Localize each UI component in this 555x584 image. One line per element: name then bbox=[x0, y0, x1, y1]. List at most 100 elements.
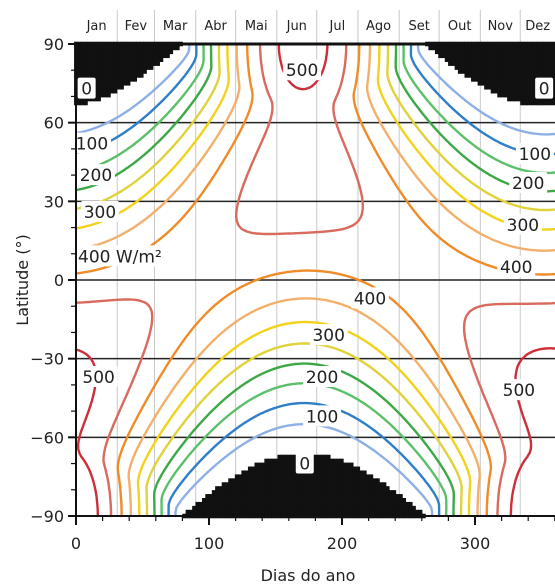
polar-night-cell bbox=[467, 73, 472, 78]
polar-night-cell bbox=[284, 458, 288, 464]
polar-night-cell bbox=[251, 470, 256, 475]
polar-night-cell bbox=[336, 501, 341, 507]
contour-label-bg bbox=[76, 164, 115, 186]
polar-night-cell bbox=[336, 509, 341, 515]
polar-night-cell bbox=[480, 45, 485, 51]
polar-night-cell bbox=[123, 69, 128, 74]
polar-night-cell bbox=[244, 501, 249, 507]
polar-night-cell bbox=[156, 57, 160, 62]
polar-night-cell bbox=[103, 45, 108, 51]
polar-night-cell bbox=[119, 49, 124, 55]
polar-night-cell bbox=[261, 474, 265, 479]
polar-night-cell bbox=[241, 486, 246, 491]
polar-night-cell bbox=[523, 96, 528, 102]
polar-night-cell bbox=[539, 73, 544, 78]
polar-night-cell bbox=[241, 501, 246, 507]
polar-night-cell bbox=[316, 458, 321, 464]
polar-night-cell bbox=[123, 45, 128, 51]
polar-night-cell bbox=[346, 482, 351, 487]
polar-night-cell bbox=[129, 53, 134, 59]
polar-night-cell bbox=[359, 486, 364, 491]
polar-night-cell bbox=[441, 45, 446, 51]
polar-night-cell bbox=[303, 498, 308, 503]
polar-night-cell bbox=[277, 509, 282, 515]
polar-night-cell bbox=[320, 474, 325, 479]
polar-night-cell bbox=[136, 65, 141, 70]
polar-night-cell bbox=[497, 49, 502, 55]
polar-night-cell bbox=[536, 65, 541, 70]
polar-night-cell bbox=[333, 505, 338, 511]
polar-night-cell bbox=[500, 92, 505, 98]
polar-night-cell bbox=[513, 85, 518, 90]
polar-night-cell bbox=[97, 77, 101, 82]
polar-night-cell bbox=[234, 498, 239, 503]
polar-night-cell bbox=[205, 498, 210, 503]
contour-400 bbox=[74, 42, 555, 518]
contour-label-bg bbox=[350, 287, 389, 309]
polar-night-cell bbox=[320, 490, 325, 495]
polar-night-cell bbox=[228, 498, 233, 503]
polar-night-cell bbox=[106, 45, 111, 51]
polar-night-cell bbox=[349, 490, 354, 495]
polar-night-cell bbox=[287, 454, 292, 460]
polar-night-cell bbox=[513, 49, 518, 55]
polar-night-cell bbox=[287, 470, 292, 475]
polar-night-cell bbox=[457, 69, 462, 74]
polar-night-cell bbox=[402, 501, 407, 507]
polar-night-cell bbox=[113, 85, 118, 90]
polar-night-cell bbox=[530, 61, 534, 66]
polar-night-cell bbox=[93, 45, 98, 51]
polar-night-cell bbox=[251, 494, 256, 499]
polar-night-cell bbox=[471, 69, 475, 74]
polar-night-cell bbox=[293, 470, 298, 475]
polar-night-cell bbox=[477, 81, 482, 86]
polar-night-cell bbox=[228, 501, 233, 507]
polar-night-cell bbox=[277, 470, 282, 475]
polar-night-cell bbox=[159, 57, 164, 62]
polar-night-cell bbox=[257, 478, 262, 483]
polar-night-cell bbox=[487, 69, 492, 74]
polar-night-cell bbox=[516, 85, 521, 90]
polar-night-cell bbox=[139, 65, 144, 70]
polar-night-cell bbox=[513, 77, 518, 82]
polar-night-cell bbox=[379, 490, 384, 495]
polar-night-cell bbox=[500, 45, 505, 51]
polar-night-cell bbox=[520, 53, 525, 59]
polar-night-cell bbox=[434, 45, 439, 51]
polar-night-cell bbox=[385, 501, 390, 507]
polar-night-cell bbox=[270, 486, 275, 491]
polar-night-cell bbox=[549, 53, 554, 59]
polar-night-cell bbox=[352, 490, 357, 495]
polar-night-cell bbox=[287, 509, 292, 515]
polar-night-cell bbox=[241, 478, 246, 483]
polar-night-cell bbox=[366, 478, 370, 483]
polar-night-cell bbox=[83, 49, 88, 55]
polar-night-cell bbox=[287, 498, 292, 503]
polar-night-cell bbox=[474, 73, 479, 78]
polar-night-cell bbox=[149, 57, 154, 62]
polar-night-cell bbox=[320, 458, 325, 464]
polar-night-cell bbox=[211, 505, 216, 511]
polar-night-cell bbox=[487, 81, 492, 86]
polar-night-cell bbox=[146, 49, 151, 55]
polar-night-cell bbox=[241, 482, 246, 487]
polar-night-cell bbox=[264, 482, 269, 487]
polar-night-cell bbox=[90, 53, 95, 59]
polar-night-cell bbox=[218, 494, 223, 499]
polar-night-cell bbox=[500, 53, 505, 59]
polar-night-cell bbox=[480, 73, 485, 78]
polar-night-cell bbox=[297, 498, 302, 503]
polar-night-cell bbox=[224, 494, 229, 499]
polar-night-cell bbox=[385, 486, 390, 491]
polar-night-cell bbox=[254, 505, 259, 511]
polar-night-cell bbox=[352, 470, 357, 475]
polar-night-cell bbox=[543, 100, 548, 106]
polar-night-cell bbox=[254, 490, 259, 495]
polar-night-cell bbox=[510, 69, 515, 74]
polar-night-cell bbox=[133, 69, 137, 74]
polar-night-cell bbox=[87, 69, 92, 74]
polar-night-cell bbox=[339, 482, 344, 487]
polar-night-cell bbox=[80, 45, 85, 51]
polar-night-cell bbox=[362, 509, 367, 515]
polar-night-cell bbox=[320, 505, 325, 511]
